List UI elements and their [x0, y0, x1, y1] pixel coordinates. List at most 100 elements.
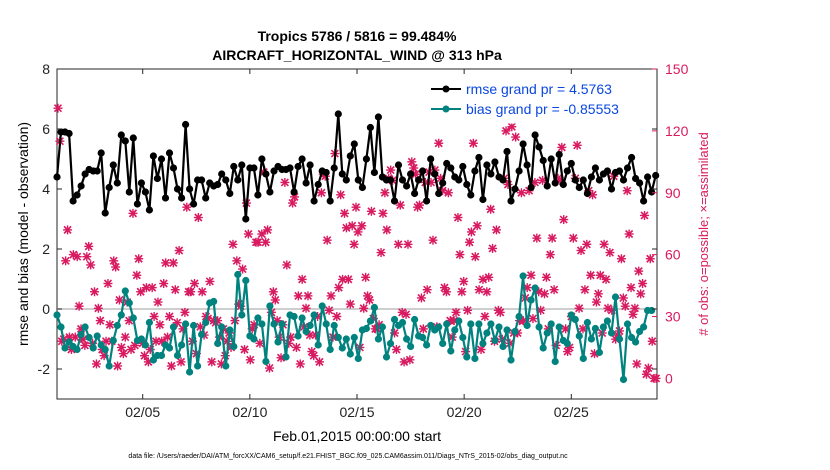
- rmse-point: [415, 176, 423, 184]
- bias-point: [403, 335, 411, 343]
- rmse-line: [55, 112, 657, 221]
- obs-count-marker: [465, 237, 474, 247]
- obs-count-marker: [282, 260, 292, 270]
- bias-point: [350, 333, 358, 342]
- obs-count-marker: [340, 208, 349, 218]
- obs-count-marker: [501, 126, 511, 136]
- rmse-point: [603, 167, 612, 175]
- rmse-point: [137, 179, 145, 187]
- obs-count-marker: [345, 299, 355, 309]
- bias-point: [334, 333, 342, 342]
- legend: rmse grand pr = 4.5763 bias grand pr = -…: [427, 74, 653, 124]
- obs-count-marker: [645, 254, 655, 264]
- bias-point: [73, 345, 81, 354]
- bias-point: [491, 336, 499, 345]
- rmse-point: [567, 159, 575, 168]
- obs-count-marker: [366, 206, 376, 216]
- obs-count-marker: [580, 285, 590, 295]
- rmse-point: [362, 155, 370, 163]
- rmse-point: [467, 191, 475, 199]
- rmse-point: [157, 155, 166, 163]
- bias-point: [93, 332, 101, 340]
- y2-tick-label: 150: [665, 61, 689, 77]
- rmse-point: [559, 180, 567, 189]
- bias-point: [342, 335, 350, 343]
- rmse-point: [535, 143, 543, 151]
- obs-count-marker: [257, 229, 267, 239]
- bias-point: [101, 345, 109, 354]
- obs-count-marker: [253, 237, 263, 247]
- obs-count-marker: [166, 361, 176, 371]
- rmse-point: [53, 173, 61, 181]
- rmse-point: [334, 110, 342, 118]
- x-tick-label: 02/20: [447, 404, 482, 420]
- bias-point: [398, 318, 407, 327]
- x-tick-label: 02/05: [125, 404, 160, 420]
- bias-point: [157, 351, 166, 360]
- rmse-point: [101, 209, 109, 217]
- bias-point: [326, 345, 334, 354]
- obs-count-marker: [643, 363, 653, 373]
- rmse-point: [487, 170, 495, 178]
- bias-point: [551, 357, 559, 366]
- legend-bias-marker: [442, 105, 450, 113]
- rmse-point: [198, 176, 206, 184]
- y2-tick-label: 60: [665, 247, 681, 263]
- bias-point: [238, 311, 246, 319]
- obs-count-marker: [291, 342, 301, 352]
- bias-point: [535, 323, 543, 331]
- legend-rmse-label: rmse grand pr = 4.5763: [466, 81, 612, 97]
- obs-count-marker: [316, 188, 326, 198]
- rmse-point: [652, 171, 660, 180]
- obs-count-marker: [161, 258, 171, 268]
- rmse-point: [230, 162, 238, 171]
- x-tick-label: 02/25: [554, 404, 589, 420]
- obs-count-marker: [357, 221, 367, 231]
- obs-count-marker: [638, 279, 648, 288]
- bias-point: [346, 350, 354, 358]
- bias-point: [447, 347, 455, 355]
- obs-count-marker: [265, 363, 274, 373]
- bias-point: [318, 302, 326, 310]
- obs-count-marker: [322, 235, 332, 245]
- bias-point: [467, 320, 475, 328]
- bias-point: [190, 321, 198, 330]
- obs-count-marker: [626, 283, 636, 293]
- bias-point: [137, 335, 145, 343]
- rmse-point: [427, 155, 435, 163]
- obs-count-marker: [443, 188, 453, 198]
- obs-count-marker: [511, 132, 521, 142]
- bias-point: [382, 353, 391, 361]
- rmse-point: [636, 179, 644, 187]
- obs-count-marker: [243, 229, 253, 239]
- bias-point: [547, 320, 555, 328]
- bias-point: [53, 311, 61, 319]
- obs-count-marker: [132, 270, 142, 280]
- obs-count-marker: [343, 274, 353, 284]
- bias-point: [595, 348, 604, 357]
- rmse-point: [374, 113, 382, 121]
- obs-count-marker: [103, 279, 113, 288]
- bias-point: [125, 299, 133, 307]
- bias-point: [210, 297, 218, 306]
- obs-count-marker: [480, 312, 490, 321]
- rmse-point: [354, 176, 362, 184]
- obs-count-marker: [486, 204, 496, 214]
- rmse-point: [403, 182, 411, 190]
- x-tick-label: 02/10: [232, 404, 267, 420]
- y-tick-label: -2: [38, 361, 51, 377]
- bias-point: [511, 327, 519, 336]
- y-axis-label: rmse and bias (model - observation): [15, 122, 31, 346]
- bias-point: [322, 320, 330, 328]
- rmse-point: [411, 189, 419, 198]
- bias-point: [455, 317, 463, 325]
- rmse-point: [607, 185, 616, 193]
- rmse-point: [479, 195, 487, 204]
- obs-count-marker: [180, 307, 190, 317]
- rmse-point: [370, 168, 378, 177]
- bias-point: [543, 329, 551, 337]
- rmse-point: [628, 153, 636, 162]
- bias-point: [503, 326, 511, 334]
- bias-point: [632, 338, 640, 346]
- obs-count-marker: [386, 165, 396, 175]
